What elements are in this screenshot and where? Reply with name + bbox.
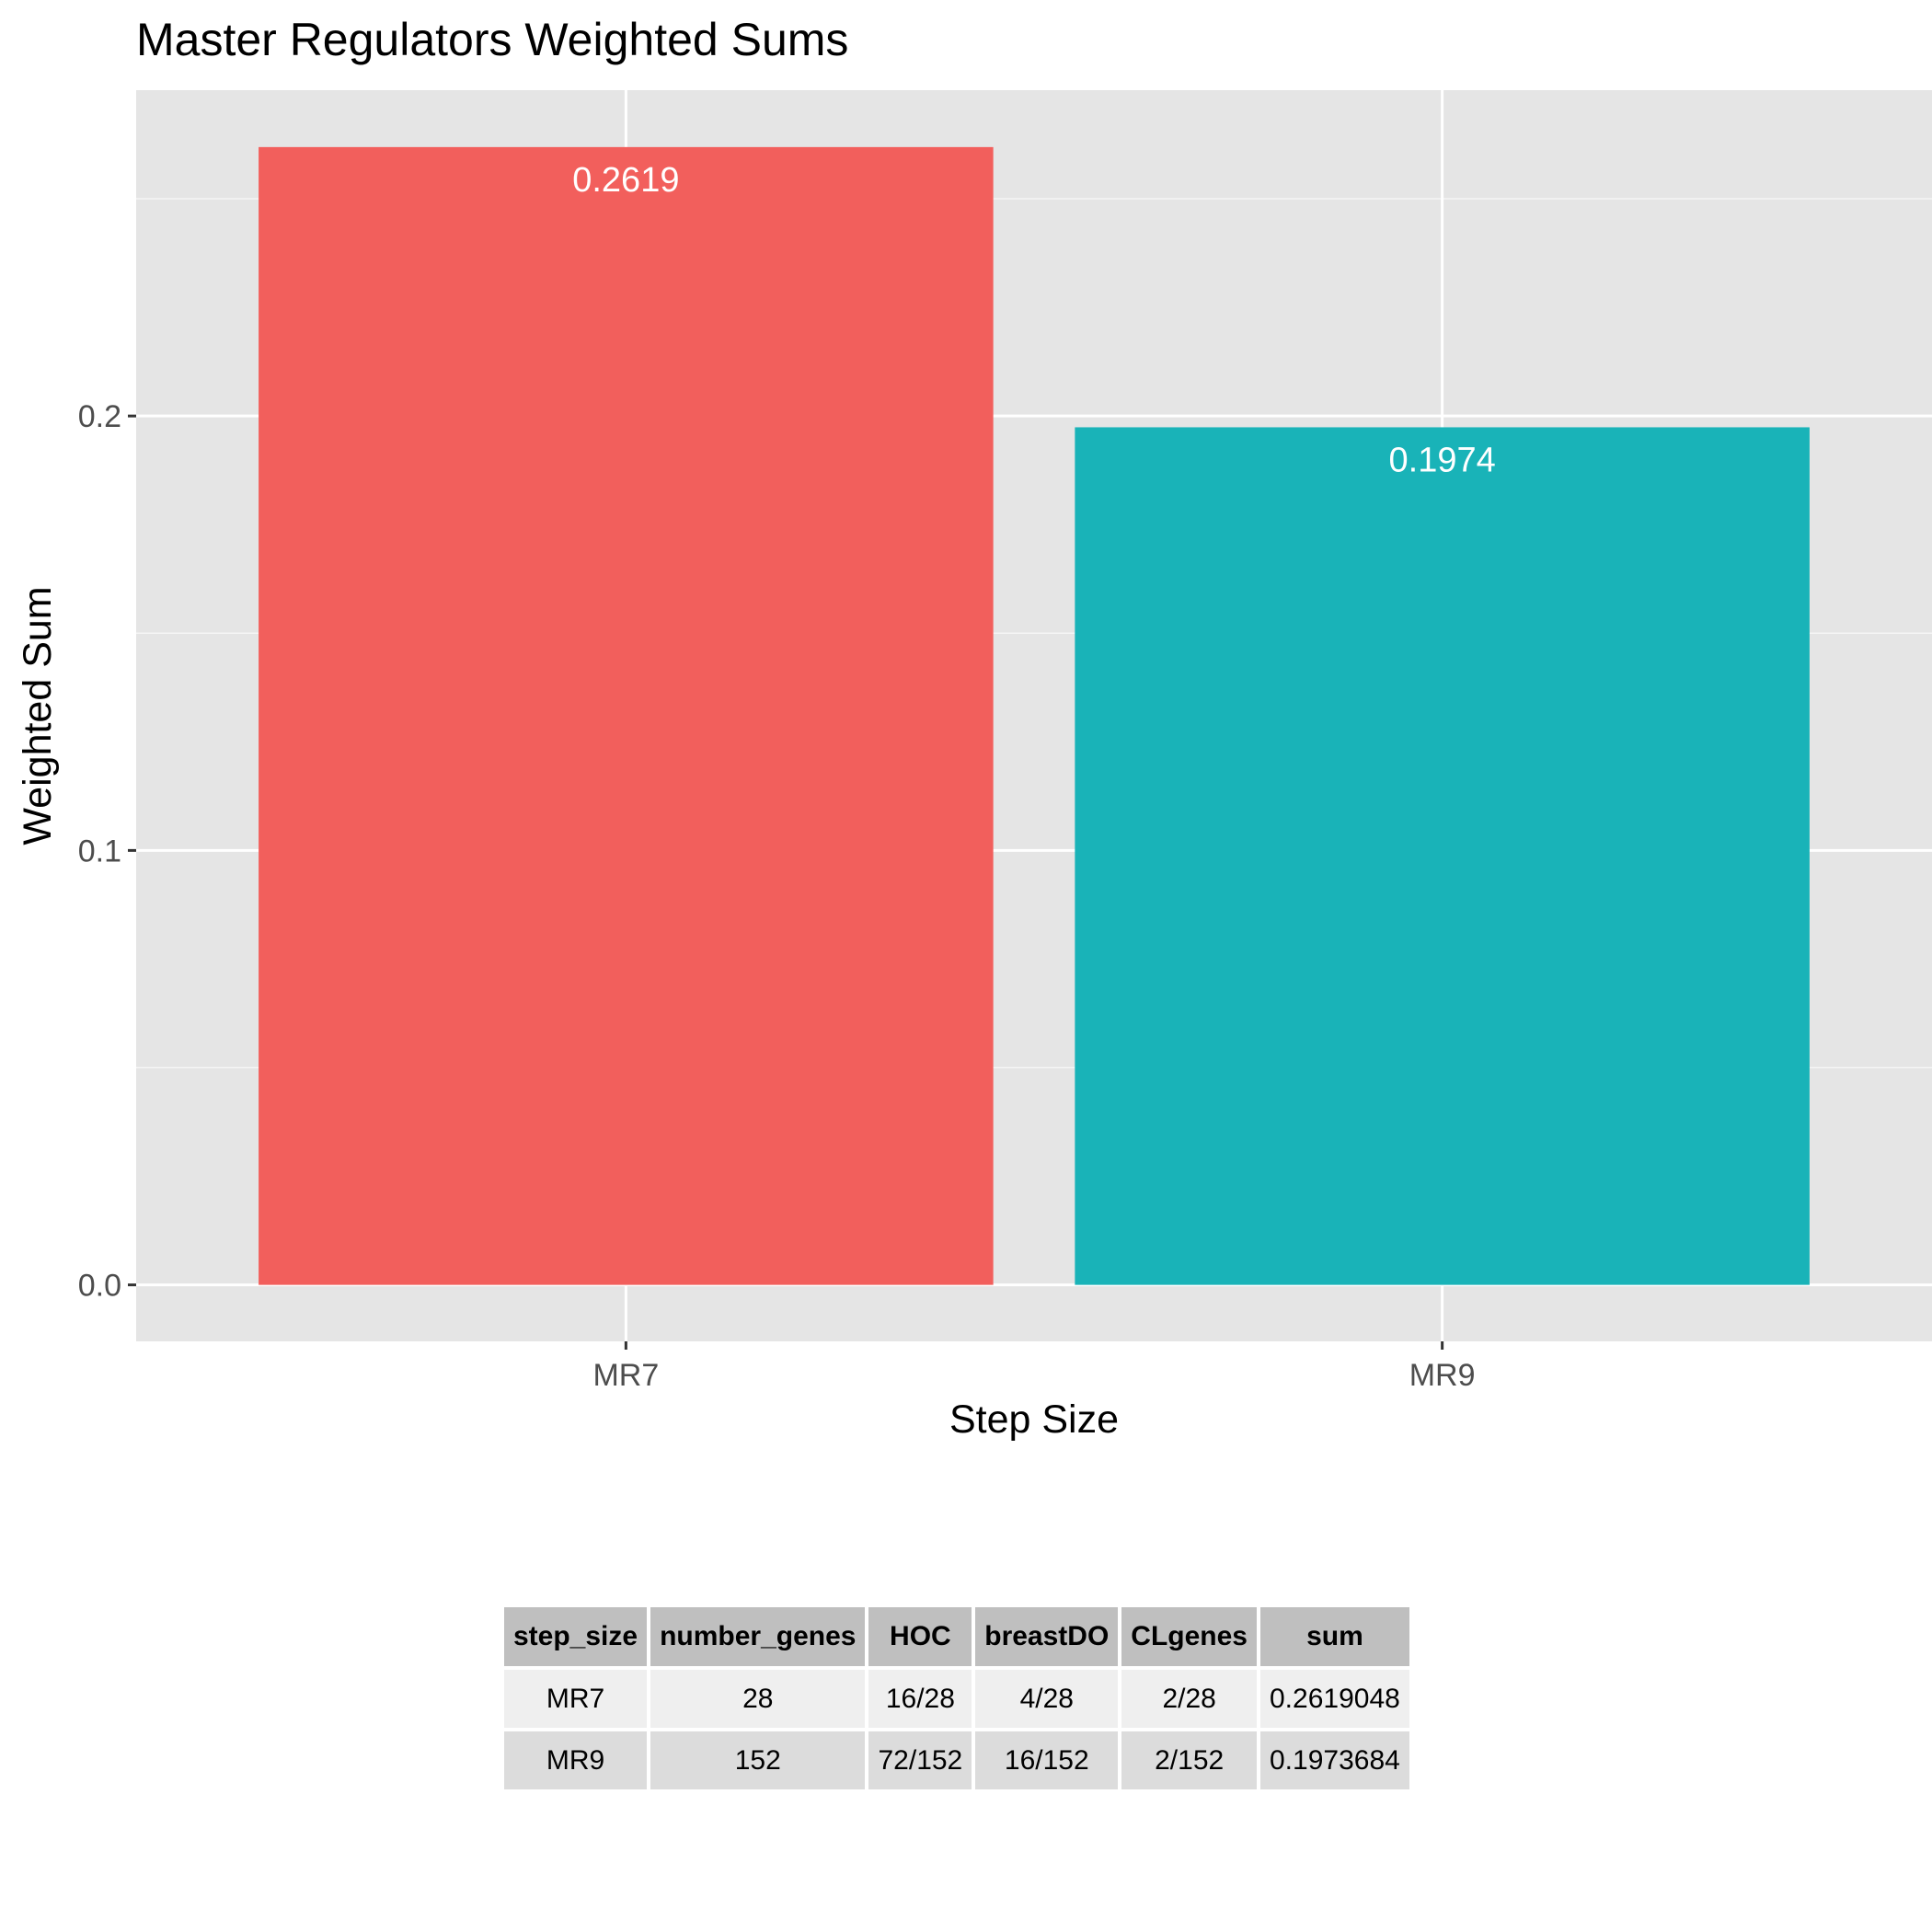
table-cell: 4/28 [975,1670,1119,1728]
y-axis: 0.0 0.1 0.2 [78,399,136,1304]
table-header-cell: step_size [504,1607,648,1666]
table-header-cell: breastDO [975,1607,1119,1666]
y-axis-title: Weighted Sum [16,586,60,845]
table-cell: 72/152 [868,1731,972,1789]
table-header-row: step_size number_genes HOC breastDO CLgenes s… [504,1607,1409,1666]
x-tick-label: MR9 [1409,1358,1476,1393]
table-header-cell: sum [1260,1607,1409,1666]
y-tick-label: 0.1 [78,834,121,868]
bars [259,146,1810,1285]
summary-table: step_size number_genes HOC breastDO CLgenes s… [500,1604,1413,1793]
table-cell: 0.1973684 [1260,1731,1409,1789]
table-cell: 16/152 [975,1731,1119,1789]
table-row: MR9 152 72/152 16/152 2/152 0.1973684 [504,1731,1409,1789]
table-cell: MR9 [504,1731,648,1789]
x-tick-label: MR7 [592,1358,659,1393]
table-header-cell: CLgenes [1121,1607,1257,1666]
table-header-cell: number_genes [650,1607,866,1666]
x-axis-title: Step Size [949,1397,1119,1442]
table-cell: 2/28 [1121,1670,1257,1728]
chart-title: Master Regulators Weighted Sums [136,14,848,65]
bar-value-label: 0.1974 [1389,441,1496,479]
table-cell: 16/28 [868,1670,972,1728]
table-cell: 28 [650,1670,866,1728]
bar-value-label: 0.2619 [572,161,679,200]
table-row: MR7 28 16/28 4/28 2/28 0.2619048 [504,1670,1409,1728]
y-tick-label: 0.2 [78,399,121,434]
table-cell: 2/152 [1121,1731,1257,1789]
y-tick-label: 0.0 [78,1269,121,1304]
table-cell: 0.2619048 [1260,1670,1409,1728]
table-body: MR7 28 16/28 4/28 2/28 0.2619048 MR9 152 72/152 1… [504,1670,1409,1789]
bar-value-labels: 0.2619 0.1974 [572,161,1496,480]
table-header-cell: HOC [868,1607,972,1666]
bar-mr7 [259,146,994,1285]
x-axis: MR7 MR9 [592,1341,1476,1393]
bar-mr9 [1075,427,1810,1285]
table-cell: 152 [650,1731,866,1789]
table-cell: MR7 [504,1670,648,1728]
